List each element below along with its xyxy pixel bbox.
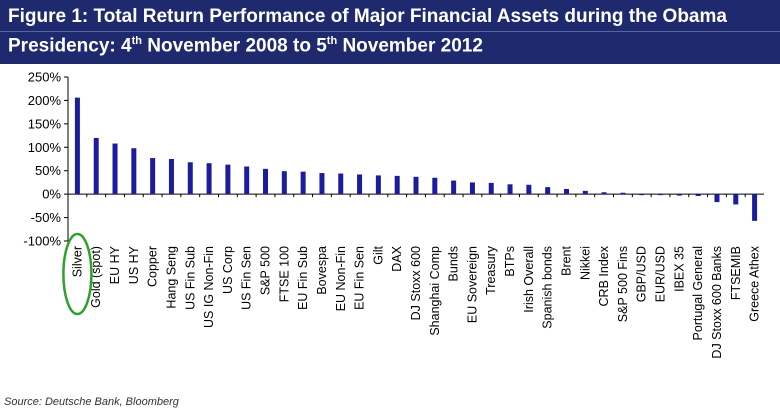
y-tick-label: 50% bbox=[35, 163, 61, 178]
bar bbox=[244, 166, 250, 195]
bar bbox=[639, 194, 645, 196]
category-label: Hang Seng bbox=[164, 246, 178, 309]
category-label: EU Fin Sub bbox=[296, 246, 310, 310]
category-label: Spanish bonds bbox=[541, 246, 555, 329]
category-label: CRB Index bbox=[597, 245, 611, 306]
bar bbox=[676, 194, 682, 196]
bar bbox=[357, 174, 363, 195]
category-label: S&P 500 bbox=[259, 246, 273, 295]
bar bbox=[507, 184, 513, 195]
bar bbox=[526, 184, 532, 195]
category-label: DAX bbox=[390, 245, 404, 271]
title-text-part: Presidency: 4 bbox=[8, 35, 132, 57]
title-divider bbox=[0, 31, 780, 32]
bar bbox=[263, 168, 269, 195]
bar bbox=[714, 194, 720, 203]
y-tick-label: 100% bbox=[28, 140, 62, 155]
bar bbox=[187, 162, 193, 195]
category-label: BTPs bbox=[503, 246, 517, 277]
bar bbox=[413, 176, 419, 195]
category-label: Gilt bbox=[371, 245, 385, 264]
chart-title-line-1: Figure 1: Total Return Performance of Ma… bbox=[8, 6, 727, 27]
title-superscript: th bbox=[326, 35, 338, 47]
category-label: EU Fin Sen bbox=[353, 246, 367, 310]
category-label: EUR/USD bbox=[654, 246, 668, 302]
category-label: Treasury bbox=[484, 245, 498, 295]
category-label: Shanghai Comp bbox=[428, 246, 442, 336]
y-tick-label: -100% bbox=[23, 234, 61, 249]
category-label: EU Sovereign bbox=[465, 246, 479, 323]
bar bbox=[620, 192, 626, 195]
bar bbox=[225, 164, 231, 195]
bar bbox=[469, 182, 475, 195]
category-label: Gold (spot) bbox=[89, 246, 103, 308]
category-label: Irish Overall bbox=[522, 246, 536, 313]
category-label: GBP/USD bbox=[635, 246, 649, 302]
category-label: DJ Stoxx 600 bbox=[409, 246, 423, 320]
y-tick-label: 0% bbox=[42, 187, 61, 202]
category-label: Brent bbox=[559, 245, 573, 275]
bar-chart: -100% -50% 0% 50% 100% 150% 200% 250% Silver Gold… bbox=[23, 70, 764, 359]
bar bbox=[338, 173, 344, 195]
highlight-ellipse bbox=[62, 232, 93, 316]
category-label: DJ Stoxx 600 Banks bbox=[710, 246, 724, 359]
category-label: Nikkei bbox=[578, 246, 592, 280]
y-tick-label: -50% bbox=[31, 210, 62, 225]
y-tick-label: 150% bbox=[28, 116, 62, 131]
category-label: S&P 500 Fins bbox=[616, 246, 630, 322]
category-label: Silver bbox=[70, 246, 84, 277]
bar bbox=[582, 190, 588, 195]
category-label: US HY bbox=[127, 245, 141, 284]
category-label: EU Non-Fin bbox=[334, 246, 348, 311]
category-label: US IG Non-Fin bbox=[202, 246, 216, 328]
category-label: Greece Athex bbox=[748, 245, 762, 321]
category-label: US Fin Sub bbox=[183, 246, 197, 310]
bar bbox=[131, 148, 137, 195]
bar bbox=[658, 194, 664, 196]
category-label: US Corp bbox=[221, 246, 235, 294]
category-label: Bunds bbox=[447, 246, 461, 281]
bar bbox=[300, 171, 306, 195]
category-label: US Fin Sen bbox=[240, 246, 254, 310]
category-label: Portugal General bbox=[691, 246, 705, 341]
title-superscript: th bbox=[131, 35, 142, 47]
category-label: FTSEMIB bbox=[729, 246, 743, 300]
bar bbox=[563, 188, 569, 195]
bar bbox=[375, 175, 381, 195]
bar bbox=[150, 158, 156, 195]
category-label: Copper bbox=[146, 246, 160, 287]
bar bbox=[451, 180, 457, 195]
y-tick-label: 200% bbox=[28, 93, 62, 108]
bar bbox=[206, 163, 212, 195]
bar bbox=[752, 194, 758, 221]
bar bbox=[93, 137, 99, 195]
source-note: Source: Deutsche Bank, Bloomberg bbox=[4, 396, 179, 408]
bar bbox=[601, 192, 607, 195]
bar bbox=[319, 173, 325, 195]
bar bbox=[432, 177, 438, 195]
chart-title-line-2: Presidency: 4th November 2008 to 5th Nov… bbox=[8, 35, 483, 57]
title-text-part: November 2008 to 5 bbox=[141, 35, 327, 57]
bar bbox=[74, 97, 80, 195]
category-label: EU HY bbox=[108, 245, 122, 284]
bar bbox=[281, 171, 287, 195]
bar bbox=[394, 175, 400, 195]
title-text-part: November 2012 bbox=[337, 35, 483, 57]
bar bbox=[168, 159, 174, 195]
category-label: IBEX 35 bbox=[672, 246, 686, 292]
y-tick-label: 250% bbox=[28, 70, 62, 85]
title-bar: Figure 1: Total Return Performance of Ma… bbox=[0, 0, 780, 64]
bar bbox=[488, 182, 494, 195]
category-label: FTSE 100 bbox=[277, 246, 291, 302]
bar bbox=[733, 194, 739, 205]
bar bbox=[545, 187, 551, 195]
bar bbox=[112, 143, 118, 195]
bar bbox=[695, 194, 701, 197]
category-label: Bovespa bbox=[315, 246, 329, 295]
